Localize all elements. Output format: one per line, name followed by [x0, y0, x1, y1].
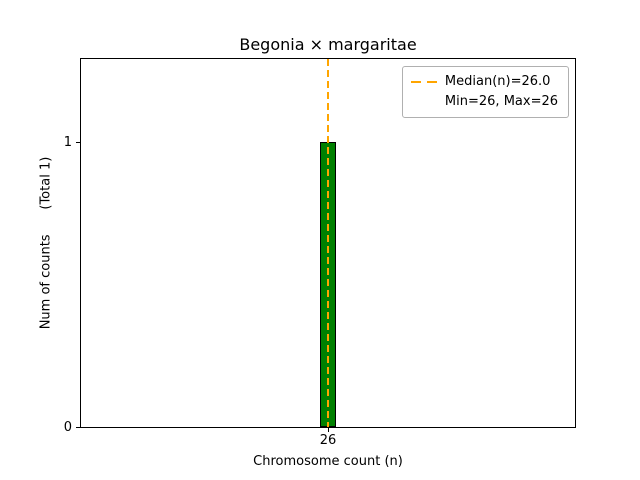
legend-entry-minmax-label: Min=26, Max=26: [444, 94, 558, 109]
plot-area: Median(n)=26.0 Min=26, Max=26: [80, 58, 576, 428]
y-tick-mark-1: [76, 142, 80, 143]
legend-spacer: [411, 101, 437, 103]
y-axis-label: Num of counts (Total 1): [38, 156, 54, 330]
legend-entry-minmax: Min=26, Max=26: [411, 92, 558, 112]
x-tick-mark-26: [328, 428, 329, 432]
legend-entry-median: Median(n)=26.0: [410, 72, 558, 92]
y-tick-label-1: 1: [63, 135, 72, 150]
median-line-legend-swatch: [410, 81, 437, 83]
x-tick-label-26: 26: [319, 433, 337, 448]
y-tick-label-0: 0: [63, 420, 72, 435]
x-axis-label: Chromosome count (n): [253, 454, 403, 469]
legend-entry-median-label: Median(n)=26.0: [444, 74, 551, 89]
median-line: [327, 59, 329, 427]
y-tick-mark-0: [76, 427, 80, 428]
legend: Median(n)=26.0 Min=26, Max=26: [401, 66, 569, 118]
chart-title: Begonia × margaritae: [239, 35, 417, 54]
